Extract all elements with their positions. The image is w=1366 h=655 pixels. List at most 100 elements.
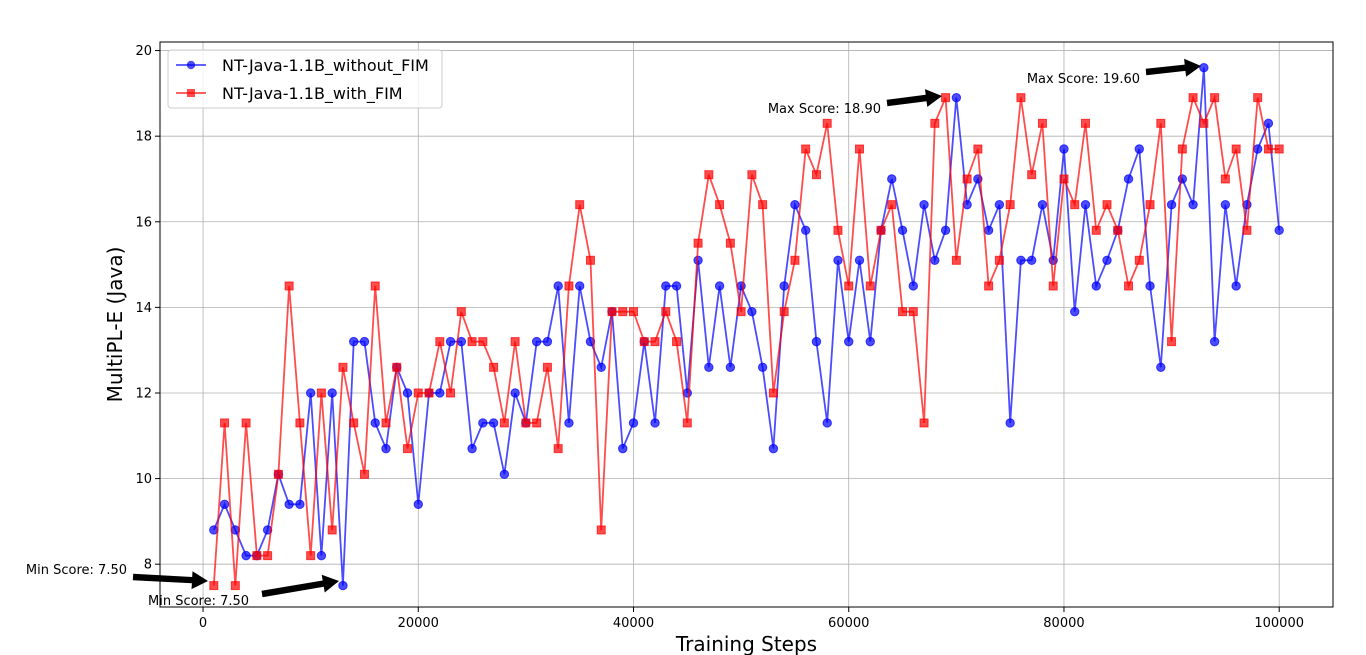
data-point xyxy=(445,336,456,347)
y-tick-label: 10 xyxy=(135,472,152,487)
data-point xyxy=(994,255,1004,265)
annotation-label: Max Score: 18.90 xyxy=(768,102,881,117)
data-point xyxy=(1102,200,1112,210)
data-point xyxy=(790,255,800,265)
data-point xyxy=(951,92,962,103)
data-point xyxy=(811,170,821,180)
data-point xyxy=(1253,93,1263,103)
data-point xyxy=(370,281,380,291)
data-point xyxy=(521,418,531,428)
data-point xyxy=(392,362,402,372)
data-point xyxy=(403,444,413,454)
data-point xyxy=(1177,144,1187,154)
data-point xyxy=(650,418,660,428)
data-point xyxy=(672,337,682,347)
data-point xyxy=(467,443,477,454)
y-tick-label: 16 xyxy=(135,215,152,230)
data-point xyxy=(865,281,875,291)
data-point xyxy=(876,225,886,235)
data-point xyxy=(359,336,370,347)
x-tick-label: 0 xyxy=(199,616,207,631)
data-point xyxy=(381,418,391,428)
annotation-arrow xyxy=(132,571,208,590)
y-tick-label: 14 xyxy=(135,301,152,316)
y-axis-label: MultiPL-E (Java) xyxy=(103,247,127,403)
data-point xyxy=(510,388,520,398)
data-point xyxy=(930,255,940,265)
data-point xyxy=(241,550,251,561)
x-tick-label: 80000 xyxy=(1043,616,1084,631)
data-point xyxy=(1231,281,1241,291)
data-point xyxy=(618,443,628,454)
data-point xyxy=(628,418,639,428)
data-point xyxy=(295,418,305,428)
data-point xyxy=(564,281,574,291)
data-point xyxy=(618,307,628,317)
data-point xyxy=(349,418,359,428)
data-point xyxy=(704,170,714,180)
data-point xyxy=(435,388,445,398)
data-point xyxy=(650,337,660,347)
data-point xyxy=(887,174,897,184)
data-point xyxy=(607,307,617,317)
data-point xyxy=(585,255,595,265)
annotation-arrow xyxy=(261,574,339,598)
x-tick-label: 100000 xyxy=(1254,616,1304,631)
data-point xyxy=(402,388,413,398)
data-point xyxy=(1080,118,1090,128)
data-point xyxy=(973,144,983,154)
annotations: Max Score: 19.60 Max Score: 18.90 Min Scor… xyxy=(26,58,1201,609)
data-point xyxy=(1134,255,1144,265)
data-point xyxy=(725,362,736,373)
data-point xyxy=(478,337,488,347)
data-point xyxy=(811,336,822,347)
data-point xyxy=(919,418,929,428)
data-point xyxy=(704,362,714,373)
data-point xyxy=(994,199,1005,210)
data-point xyxy=(1252,144,1263,154)
data-point xyxy=(446,388,456,398)
data-point xyxy=(1210,93,1220,103)
data-point xyxy=(359,469,369,479)
data-point xyxy=(779,281,789,291)
data-point xyxy=(553,444,563,454)
data-point xyxy=(1102,255,1112,265)
data-point xyxy=(1199,118,1209,128)
data-point xyxy=(596,525,606,535)
data-point xyxy=(1274,225,1284,236)
data-point xyxy=(1156,118,1166,128)
data-point xyxy=(1026,255,1037,265)
data-point xyxy=(338,580,348,591)
series-line xyxy=(212,67,1281,586)
annotation-arrow xyxy=(1145,58,1201,77)
data-point xyxy=(768,443,779,454)
data-point xyxy=(467,337,477,347)
y-tick-label: 18 xyxy=(135,130,152,145)
data-point xyxy=(822,118,832,128)
legend-item: NT-Java-1.1B_with_FIM xyxy=(176,84,403,104)
data-point xyxy=(1048,281,1058,291)
data-point xyxy=(327,525,337,535)
data-point xyxy=(1080,199,1091,210)
data-point xyxy=(499,469,510,480)
grid xyxy=(160,42,1333,607)
data-point xyxy=(1005,200,1015,210)
data-point xyxy=(758,200,768,210)
data-point xyxy=(833,225,843,235)
data-point xyxy=(854,255,865,265)
data-point xyxy=(844,281,854,291)
data-point xyxy=(381,443,391,454)
y-tick-label: 12 xyxy=(135,386,152,401)
data-point xyxy=(284,281,294,291)
data-point xyxy=(1037,118,1047,128)
data-point xyxy=(499,418,509,428)
data-point xyxy=(919,199,929,210)
data-point xyxy=(951,255,961,265)
data-point xyxy=(898,307,908,317)
data-point xyxy=(984,281,994,291)
legend-label: NT-Java-1.1B_with_FIM xyxy=(222,84,403,104)
data-point xyxy=(865,336,875,347)
data-point xyxy=(585,336,596,347)
data-point xyxy=(1156,362,1166,373)
